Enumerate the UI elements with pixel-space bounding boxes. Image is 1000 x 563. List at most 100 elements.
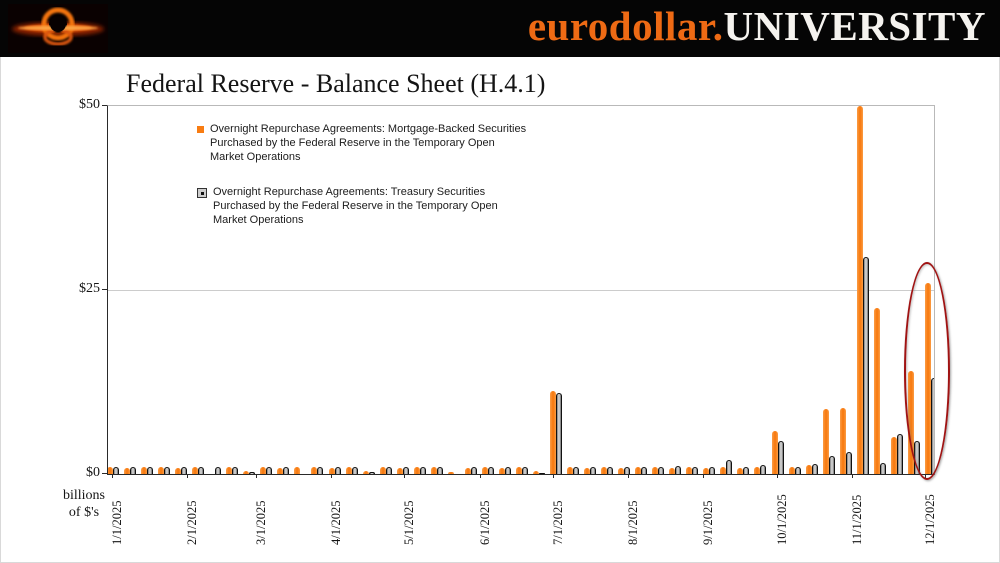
y-tick-label: $0 — [86, 465, 100, 480]
bar-treasury — [147, 466, 154, 474]
bar-mbs — [396, 468, 403, 474]
bar-treasury — [181, 467, 188, 474]
bar-mbs — [413, 467, 420, 474]
x-tick-mark — [331, 474, 333, 478]
bar-treasury — [368, 471, 375, 474]
bar-treasury — [266, 466, 273, 474]
x-tick-mark — [187, 474, 189, 478]
bar-treasury — [283, 467, 290, 474]
bar-treasury — [215, 466, 222, 474]
bar-treasury — [743, 467, 750, 474]
bar-mbs — [226, 467, 233, 474]
mbs-legend-marker-icon — [197, 126, 204, 133]
bar-treasury — [862, 256, 869, 474]
bar-treasury — [164, 466, 171, 474]
x-tick-label: 10/1/2025 — [774, 494, 789, 545]
bar-treasury — [573, 466, 580, 474]
bar-treasury — [590, 466, 597, 474]
brand-title: eurodollar.UNIVERSITY — [528, 2, 986, 50]
x-tick-label: 7/1/2025 — [550, 500, 565, 545]
x-tick-mark — [703, 474, 705, 478]
bar-treasury — [504, 467, 511, 474]
x-tick-mark — [851, 474, 853, 478]
bar-mbs — [379, 467, 386, 474]
bar-treasury — [777, 440, 784, 474]
bar-mbs — [703, 468, 710, 474]
bar-treasury — [521, 466, 528, 474]
y-tick-label: $25 — [79, 281, 100, 296]
bar-mbs — [464, 468, 471, 474]
bar-treasury — [811, 463, 818, 474]
bar-mbs — [260, 467, 267, 474]
bar-mbs — [481, 467, 488, 474]
y-tick-mark — [102, 105, 107, 106]
bar-treasury — [402, 467, 409, 474]
y-tick-label: $50 — [79, 97, 100, 112]
bar-treasury — [130, 467, 137, 474]
x-tick-mark — [112, 474, 113, 478]
gridline-25 — [108, 290, 934, 291]
y-axis-unit-label: billions of $'s — [48, 488, 120, 522]
x-tick-label: 5/1/2025 — [402, 500, 417, 545]
bar-treasury — [487, 466, 494, 474]
bar-mbs — [567, 467, 574, 474]
bar-treasury — [351, 466, 358, 474]
bar-treasury — [828, 455, 835, 474]
bar-mbs — [839, 407, 846, 474]
bar-treasury — [896, 433, 903, 474]
x-tick-label: 2/1/2025 — [185, 500, 200, 545]
highlight-ellipse-annotation — [904, 262, 950, 480]
x-tick-mark — [628, 474, 630, 478]
x-tick-label: 4/1/2025 — [329, 500, 344, 545]
bar-treasury — [317, 466, 324, 474]
bar-treasury — [641, 466, 648, 474]
bar-treasury — [470, 467, 477, 474]
x-tick-label: 12/1/2025 — [923, 494, 937, 545]
bar-treasury — [419, 466, 426, 474]
x-tick-mark — [776, 474, 778, 478]
legend-label-mbs: Overnight Repurchase Agreements: Mortgag… — [210, 123, 527, 163]
x-tick-mark — [552, 474, 554, 478]
y-tick-mark — [102, 289, 107, 290]
bar-mbs — [243, 471, 250, 474]
bar-mbs — [754, 466, 761, 474]
bar-mbs — [669, 468, 676, 474]
legend-label-treasury: Overnight Repurchase Agreements: Treasur… — [213, 186, 498, 226]
bar-mbs — [720, 467, 727, 474]
bar-treasury — [845, 451, 852, 474]
x-tick-mark — [404, 474, 406, 478]
bar-treasury — [709, 467, 716, 474]
bar-treasury — [385, 466, 392, 474]
bar-treasury — [760, 465, 767, 474]
bar-mbs — [498, 468, 505, 474]
plot-area — [107, 105, 935, 475]
bar-mbs — [737, 468, 744, 474]
legend-item-mbs: Overnight Repurchase Agreements: Mortgag… — [197, 123, 526, 164]
bar-treasury — [675, 465, 682, 474]
bar-mbs — [158, 467, 165, 474]
bar-treasury — [692, 466, 699, 474]
bar-treasury — [879, 462, 886, 474]
bar-mbs — [277, 468, 284, 474]
bar-mbs — [108, 467, 113, 474]
brand-white: UNIVERSITY — [723, 3, 986, 49]
bar-treasury — [436, 466, 443, 474]
bar-treasury — [658, 466, 665, 474]
legend: Overnight Repurchase Agreements: Mortgag… — [197, 123, 526, 250]
bar-treasury — [232, 466, 239, 474]
header-bar: eurodollar.UNIVERSITY — [0, 0, 1000, 57]
bar-mbs — [805, 465, 812, 474]
bar-treasury — [726, 460, 733, 474]
bar-treasury — [794, 466, 801, 474]
bar-treasury — [334, 467, 341, 474]
bar-mbs — [771, 431, 778, 474]
y-axis-unit-line1: billions — [62, 488, 105, 503]
bar-mbs — [856, 106, 863, 474]
bar-treasury — [538, 472, 545, 474]
treasury-legend-marker-icon — [197, 188, 207, 199]
x-tick-mark — [255, 474, 257, 478]
legend-item-treasury: Overnight Repurchase Agreements: Treasur… — [197, 186, 526, 227]
y-axis-unit-line2: of $'s — [68, 504, 100, 520]
bar-treasury — [624, 467, 631, 474]
